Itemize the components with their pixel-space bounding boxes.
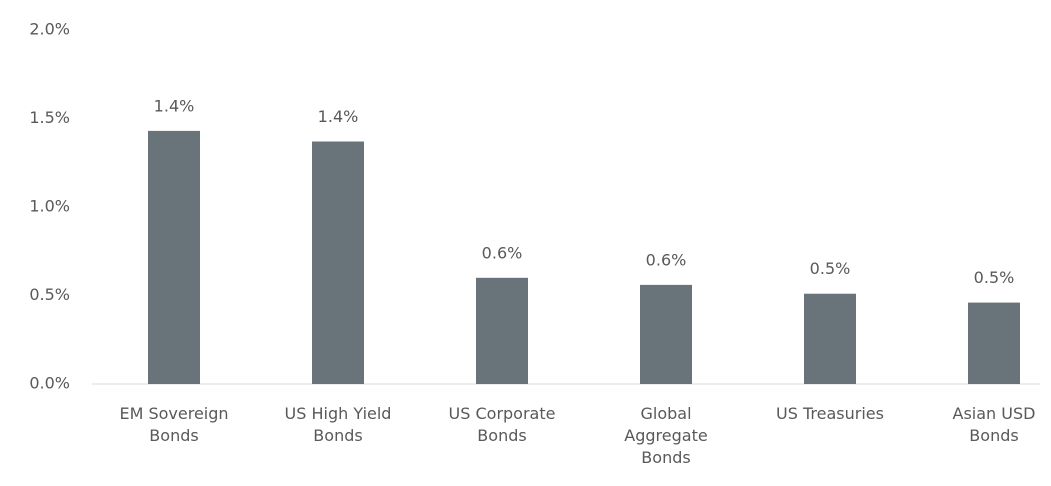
bar [148,130,200,384]
x-tick-label: US Treasuries [776,404,884,423]
bar [312,141,364,384]
value-label: 0.6% [482,243,523,262]
x-tick-label: EM Sovereign Bonds [119,404,229,445]
x-tick-label: Global Aggregate Bonds [624,404,708,467]
value-label: 1.4% [154,96,195,115]
y-tick-label: 0.5% [29,285,70,304]
x-tick-label: US High Yield Bonds [284,404,392,445]
value-label: 0.6% [646,250,687,269]
x-tick-label: US Corporate Bonds [448,404,556,445]
bar [968,302,1020,384]
value-label: 0.5% [810,259,851,278]
value-label: 1.4% [318,107,359,126]
y-tick-label: 2.0% [29,20,70,39]
y-tick-label: 1.5% [29,108,70,127]
y-tick-label: 1.0% [29,197,70,216]
y-tick-label: 0.0% [29,374,70,393]
bar [476,277,528,384]
bar [804,293,856,384]
bar [640,284,692,384]
value-label: 0.5% [974,268,1015,287]
x-tick-label: Asian USD Bonds [952,404,1036,445]
